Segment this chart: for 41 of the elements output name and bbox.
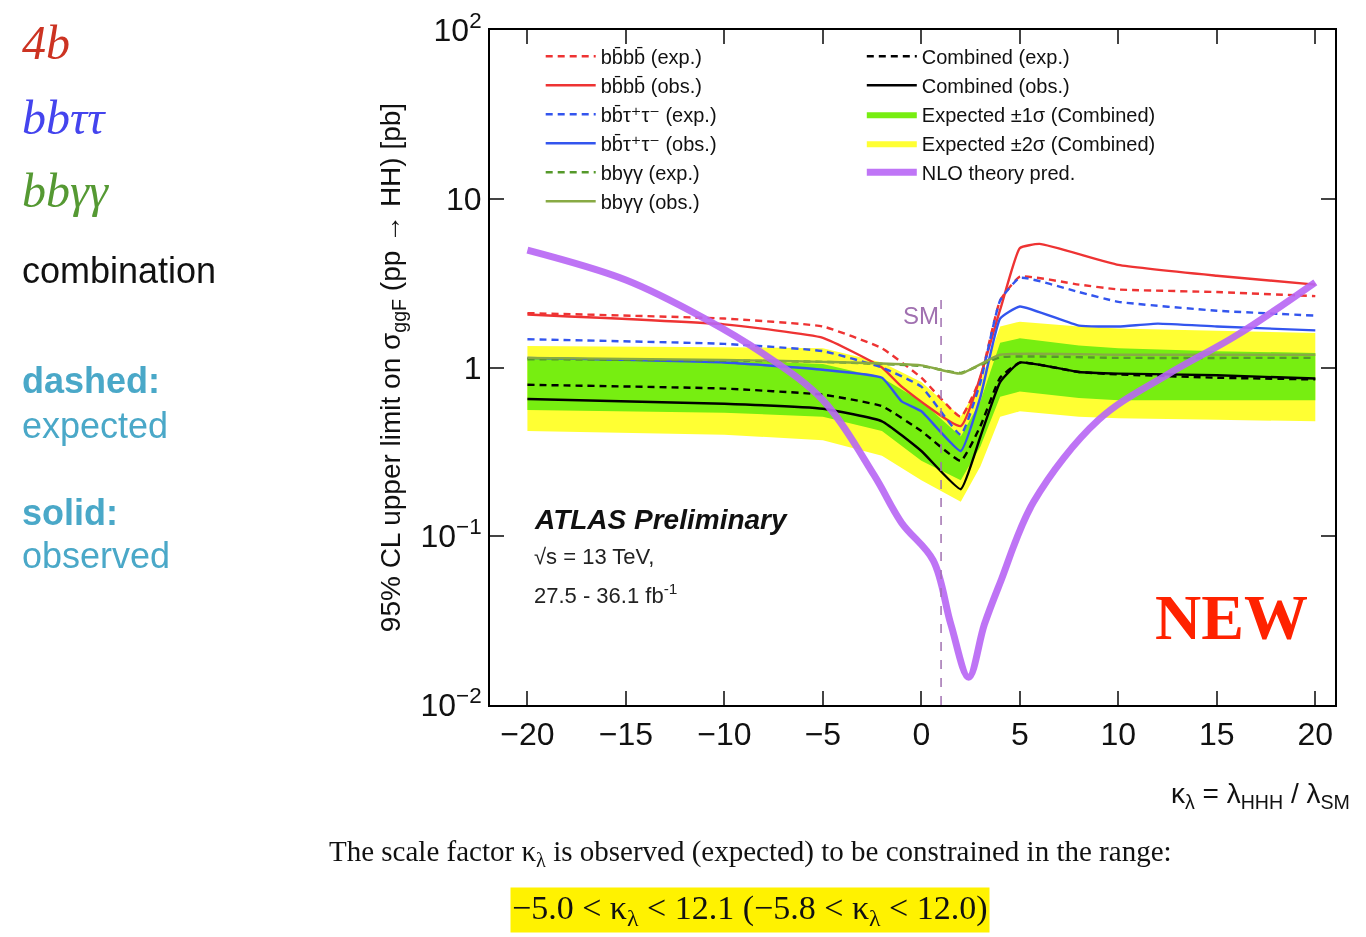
legend-label: NLO theory pred.	[921, 162, 1076, 185]
text: bbττ	[22, 91, 107, 144]
y-tick-label: 10$^{2}$	[433, 7, 482, 49]
legend-label: bb̄bb̄ (exp.)	[600, 46, 702, 69]
text: The scale factor κ$_{λ}$ is observed (expected) to be constrained in the range:	[329, 835, 1172, 872]
x-axis-title: κ$_{λ}$ = λ$_{HHH}$ / λ$_{SM}$	[1171, 778, 1350, 813]
text: bbγγ	[22, 164, 109, 217]
y-tick-label: 1	[463, 349, 482, 386]
x-tick-label: −20	[500, 716, 555, 753]
legend-label: Expected ±2σ (Combined)	[921, 133, 1156, 156]
x-tick-label: 15	[1199, 716, 1235, 753]
legend-label: bb̄τ⁺τ⁻ (exp.)	[600, 104, 717, 127]
text: 4b	[22, 16, 70, 69]
text: −5.0 < κ$_{λ}$ < 12.1 (−5.8 < κ$_{λ}$ < 12.0)	[512, 889, 988, 932]
x-tick-label: 5	[1010, 716, 1029, 753]
legend-label: Combined (exp.)	[921, 46, 1070, 69]
x-tick-label: −15	[598, 716, 654, 753]
y-tick-label: 10$^{−1}$	[420, 514, 482, 555]
legend-label: Expected ±1σ (Combined)	[921, 104, 1156, 127]
x-tick-label: 10	[1100, 716, 1137, 753]
annotation: ATLAS Preliminary	[534, 504, 788, 535]
x-tick-label: −5	[804, 716, 842, 753]
text: solid:	[22, 492, 118, 533]
legend-label: bb̄bb̄ (obs.)	[600, 75, 702, 98]
y-tick-label: 10$^{−2}$	[420, 682, 482, 724]
legend-label: bb̄τ⁺τ⁻ (obs.)	[600, 133, 717, 156]
legend-label: Combined (obs.)	[921, 75, 1070, 98]
legend-label: bbγγ (obs.)	[600, 191, 700, 214]
text: observed	[22, 535, 171, 576]
annotation: √s = 13 TeV,	[534, 544, 655, 569]
x-tick-label: −10	[697, 716, 752, 753]
text: combination	[22, 250, 217, 291]
legend-label: bbγγ (exp.)	[600, 162, 700, 185]
text: dashed:	[22, 360, 161, 401]
x-tick-label: 20	[1297, 716, 1334, 753]
y-tick-label: 10	[446, 180, 482, 217]
ref-line-label: SM	[903, 302, 939, 329]
annotation: NEW	[1155, 582, 1308, 653]
x-tick-label: 0	[912, 716, 931, 753]
annotation: 27.5 - 36.1 fb$^{-1}$	[534, 580, 678, 609]
text: expected	[22, 405, 169, 446]
